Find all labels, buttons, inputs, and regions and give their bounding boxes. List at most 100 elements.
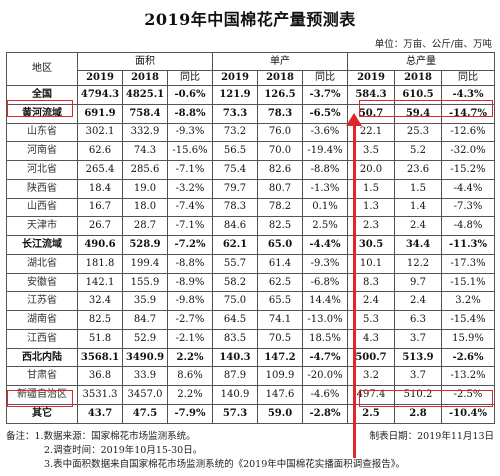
- table-body: 全国 4794.3 4825.1 -0.6% 121.9 126.5 -3.7% 584.3 6…: [6, 85, 496, 424]
- header-region: 地区: [6, 52, 78, 86]
- yield-2019-cell: 83.5: [212, 328, 258, 349]
- yield-yoy-cell: -8.8%: [302, 160, 348, 180]
- highlight-box-xinjiang-output: [359, 390, 493, 407]
- yield-2018-cell: 126.5: [257, 85, 303, 105]
- red-arrow-up-icon: [346, 113, 362, 126]
- table-row: 天津市 26.7 28.7 -7.1% 84.6 82.5 2.5% 2.3 2.4 -4.8%: [6, 216, 496, 237]
- header-yield: 单产: [212, 52, 348, 71]
- output-yoy-cell: 3.2%: [440, 291, 496, 312]
- yield-2018-cell: 109.9: [257, 366, 303, 387]
- area-2019-cell: 16.7: [77, 197, 123, 218]
- yield-yoy-cell: 0.1%: [302, 197, 348, 218]
- area-2019-cell: 43.7: [77, 404, 123, 424]
- header-yield-2019: 2019: [212, 70, 258, 86]
- yield-2018-cell: 70.0: [257, 141, 303, 162]
- area-2019-cell: 181.8: [77, 253, 123, 274]
- yield-yoy-cell: -4.6%: [302, 385, 348, 406]
- area-yoy-cell: -7.1%: [167, 216, 213, 237]
- area-2019-cell: 691.9: [77, 103, 123, 124]
- area-2018-cell: 199.4: [122, 253, 168, 274]
- area-2019-cell: 51.8: [77, 328, 123, 349]
- area-2018-cell: 155.9: [122, 272, 168, 293]
- area-yoy-cell: -8.8%: [167, 253, 213, 274]
- yield-yoy-cell: -4.4%: [302, 235, 348, 255]
- area-yoy-cell: 8.6%: [167, 366, 213, 387]
- red-arrow-shaft: [353, 122, 356, 458]
- yield-2019-cell: 79.7: [212, 178, 258, 199]
- region-cell: 陕西省: [6, 178, 78, 199]
- yield-2018-cell: 62.5: [257, 272, 303, 293]
- area-2019-cell: 3568.1: [77, 347, 123, 368]
- header-area: 面积: [77, 52, 213, 71]
- yield-yoy-cell: 14.4%: [302, 291, 348, 312]
- yield-2018-cell: 65.0: [257, 235, 303, 255]
- area-2018-cell: 3490.9: [122, 347, 168, 368]
- area-2018-cell: 35.9: [122, 291, 168, 312]
- output-yoy-cell: -2.6%: [440, 347, 496, 368]
- area-2018-cell: 18.0: [122, 197, 168, 218]
- region-cell: 湖北省: [6, 253, 78, 274]
- area-2019-cell: 26.7: [77, 216, 123, 237]
- area-2019-cell: 265.4: [77, 160, 123, 180]
- cotton-output-table: 地区 面积 单产 总产量 2019 2018 同比 2019 2018 同比 2…: [6, 52, 496, 424]
- yield-2018-cell: 147.6: [257, 385, 303, 406]
- table-date: 制表日期：2019年11月13日: [369, 431, 494, 442]
- yield-2019-cell: 140.9: [212, 385, 258, 406]
- note-area-source: 3.表中面积数据来自国家棉花市场监测系统的《2019年中国棉花实播面积调查报告》…: [44, 459, 405, 470]
- region-cell: 其它: [6, 404, 78, 424]
- output-2018-cell: 3.7: [394, 328, 442, 349]
- yield-yoy-cell: -9.3%: [302, 253, 348, 274]
- yield-yoy-cell: -6.8%: [302, 272, 348, 293]
- area-yoy-cell: -7.1%: [167, 160, 213, 180]
- yield-2018-cell: 80.7: [257, 178, 303, 199]
- yield-2019-cell: 64.5: [212, 310, 258, 330]
- yield-yoy-cell: -3.7%: [302, 85, 348, 105]
- yield-2019-cell: 73.3: [212, 103, 258, 124]
- area-2019-cell: 32.4: [77, 291, 123, 312]
- unit-label: 单位：万亩、公斤/亩、万吨: [374, 39, 492, 50]
- yield-yoy-cell: -6.5%: [302, 103, 348, 124]
- output-2018-cell: 1.5: [394, 178, 442, 199]
- area-2019-cell: 18.4: [77, 178, 123, 199]
- area-yoy-cell: -7.9%: [167, 404, 213, 424]
- region-cell: 西北内陆: [6, 347, 78, 368]
- area-2018-cell: 74.3: [122, 141, 168, 162]
- output-yoy-cell: -12.6%: [440, 122, 496, 143]
- output-2018-cell: 3.7: [394, 366, 442, 387]
- header-output-yoy: 同比: [440, 70, 496, 86]
- area-2018-cell: 84.7: [122, 310, 168, 330]
- yield-yoy-cell: -2.8%: [302, 404, 348, 424]
- yield-2019-cell: 87.9: [212, 366, 258, 387]
- yield-2019-cell: 121.9: [212, 85, 258, 105]
- area-2018-cell: 332.9: [122, 122, 168, 143]
- area-2019-cell: 62.6: [77, 141, 123, 162]
- yield-2018-cell: 65.5: [257, 291, 303, 312]
- area-yoy-cell: -0.6%: [167, 85, 213, 105]
- header-yield-2018: 2018: [257, 70, 303, 86]
- yield-2018-cell: 78.2: [257, 197, 303, 218]
- header-area-2018: 2018: [122, 70, 168, 86]
- area-yoy-cell: -7.4%: [167, 197, 213, 218]
- output-yoy-cell: 15.9%: [440, 328, 496, 349]
- table-row: 陕西省 18.4 19.0 -3.2% 79.7 80.7 -1.3% 1.5 1.5 -4.4%: [6, 178, 496, 199]
- table-row: 甘肃省 36.8 33.9 8.6% 87.9 109.9 -20.0% 3.2 3.7 -13.…: [6, 366, 496, 387]
- yield-yoy-cell: -4.7%: [302, 347, 348, 368]
- yield-2019-cell: 57.3: [212, 404, 258, 424]
- output-2018-cell: 9.7: [394, 272, 442, 293]
- area-2019-cell: 82.5: [77, 310, 123, 330]
- yield-yoy-cell: 2.5%: [302, 216, 348, 237]
- area-2018-cell: 285.6: [122, 160, 168, 180]
- yield-yoy-cell: 18.5%: [302, 328, 348, 349]
- output-2018-cell: 513.9: [394, 347, 442, 368]
- yield-2019-cell: 62.1: [212, 235, 258, 255]
- region-cell: 甘肃省: [6, 366, 78, 387]
- output-2018-cell: 5.2: [394, 141, 442, 162]
- yield-2019-cell: 73.2: [212, 122, 258, 143]
- output-yoy-cell: -13.2%: [440, 366, 496, 387]
- area-2018-cell: 758.4: [122, 103, 168, 124]
- yield-2019-cell: 75.4: [212, 160, 258, 180]
- area-yoy-cell: -8.8%: [167, 103, 213, 124]
- output-2018-cell: 2.8: [394, 404, 442, 424]
- yield-2018-cell: 59.0: [257, 404, 303, 424]
- output-2018-cell: 34.4: [394, 235, 442, 255]
